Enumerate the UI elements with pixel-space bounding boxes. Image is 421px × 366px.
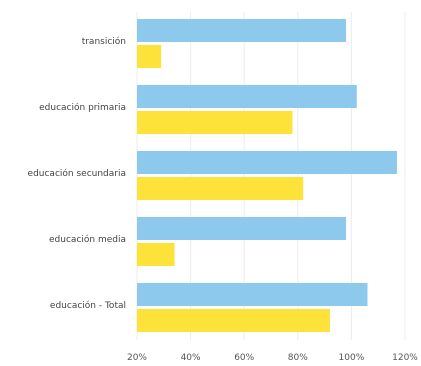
x-tick-label: 80% — [288, 353, 308, 363]
bar-series-2 — [137, 177, 304, 200]
x-tick-label: 40% — [181, 353, 201, 363]
category-label: educación media — [49, 234, 126, 245]
x-tick-label: 60% — [234, 353, 254, 363]
bar-series-2 — [137, 309, 330, 332]
bar-series-1 — [137, 283, 368, 306]
x-tick-label: 120% — [392, 353, 418, 363]
bar-series-2 — [137, 45, 162, 68]
bar-series-1 — [137, 217, 347, 240]
category-label: educación secundaria — [28, 168, 126, 179]
bar-series-1 — [137, 85, 357, 108]
category-label: transición — [82, 36, 126, 47]
bar-series-1 — [137, 19, 347, 42]
x-tick-labels: 20% 40% 60% 80% 100% 120% — [127, 353, 418, 363]
category-labels: transición educación primaria educación se… — [28, 36, 126, 311]
bar-series-2 — [137, 243, 175, 266]
category-label: educación - Total — [50, 300, 126, 311]
bars — [137, 19, 397, 332]
category-label: educación primaria — [39, 102, 126, 113]
bar-series-1 — [137, 151, 397, 174]
x-tick-label: 20% — [127, 353, 147, 363]
bar-series-2 — [137, 111, 293, 134]
x-tick-label: 100% — [339, 353, 365, 363]
